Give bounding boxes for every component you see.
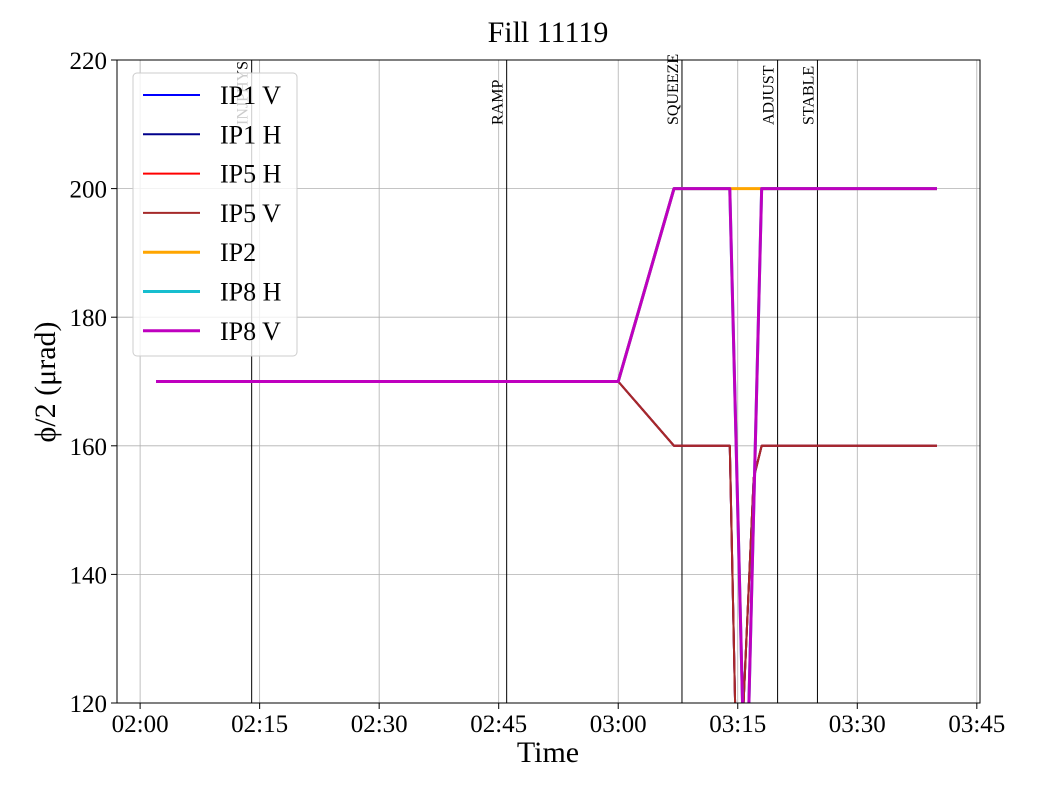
plot-frame <box>116 59 981 704</box>
x-tick-label: 03:00 <box>590 711 647 738</box>
series-line <box>156 380 937 703</box>
x-tick-label: 02:00 <box>112 711 169 738</box>
y-axis-label: ϕ/2 (μrad) <box>29 322 62 443</box>
x-tick-label: 02:45 <box>470 711 527 738</box>
y-tick-label: 200 <box>70 177 108 204</box>
legend-label: IP2 <box>220 238 256 267</box>
x-tick-label: 02:15 <box>231 711 288 738</box>
legend-label: IP1 H <box>220 120 282 149</box>
y-tick-label: 160 <box>70 434 108 461</box>
phase-label: ADJUST <box>761 65 778 125</box>
y-tick-label: 140 <box>70 562 108 589</box>
legend-label: IP8 H <box>220 278 282 307</box>
x-tick-label: 03:45 <box>948 711 1005 738</box>
phase-label: STABLE <box>800 66 817 125</box>
plot-area <box>156 187 937 703</box>
x-tick-label: 03:30 <box>829 711 886 738</box>
series-line <box>156 187 937 703</box>
x-tick-label: 03:15 <box>709 711 766 738</box>
chart-title: Fill 11119 <box>488 16 609 49</box>
y-tick-label: 220 <box>70 48 108 75</box>
y-tick-label: 120 <box>70 691 108 718</box>
phase-label: RAMP <box>490 80 507 125</box>
legend-box <box>132 72 298 357</box>
legend-label: IP5 H <box>220 160 282 189</box>
legend-label: IP1 V <box>220 81 281 110</box>
x-axis-label: Time <box>517 736 579 769</box>
phase-label: SQUEEZE <box>665 54 682 125</box>
legend-label: IP8 V <box>220 317 281 346</box>
y-tick-label: 180 <box>70 305 108 332</box>
legend-label: IP5 V <box>220 199 281 228</box>
x-tick-label: 02:30 <box>351 711 408 738</box>
